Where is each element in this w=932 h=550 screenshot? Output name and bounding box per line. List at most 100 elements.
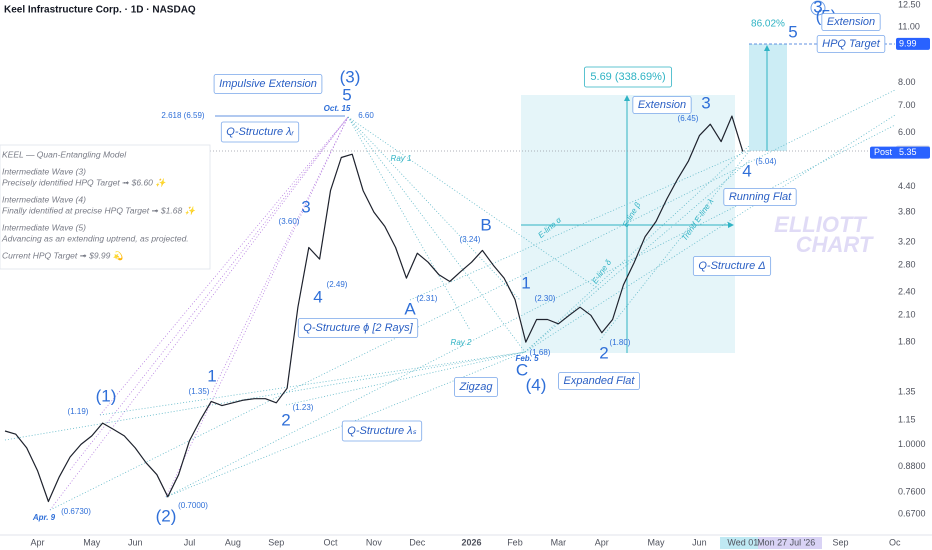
wave-label: 2 [281,410,290,429]
callout-box [632,96,692,114]
callout-text: Q-Structure λₛ [347,425,416,437]
wave-label: (1) [96,386,117,405]
x-tick-label: Jul [184,537,196,547]
y-tick-label: 3.20 [898,236,916,246]
price-note: (2.30) [535,294,556,303]
y-tick-label: 1.35 [898,387,916,397]
x-tick-label: Oc [889,537,901,547]
crosshair-date-bg [758,537,822,549]
wave-label: B [480,215,491,234]
x-tick-label: Jun [128,537,143,547]
y-tick-label: 4.40 [898,181,916,191]
price-line [4,115,744,503]
x-tick-label: Wed 01 [727,537,758,547]
callout: Expanded Flat [558,372,640,390]
price-note: Apr. 9 [32,513,56,522]
callout-text: Extension [827,16,875,28]
callout-text: Q-Structure λᵣ [226,126,294,138]
price-note: (0.6730) [61,507,91,516]
callout-text: Running Flat [729,191,792,203]
wave-label: C [516,360,528,379]
callout: Q-Structure ϕ [2 Rays] [297,318,419,338]
measure-label: 5.69 (338.69%) [583,66,673,88]
post-price-bg [870,146,930,159]
measure-percent: 86.02% [751,19,785,30]
y-tick-label: 1.0000 [898,439,926,449]
wave-label: 3 [813,0,822,16]
callout: Q-Structure λᵣ [220,121,300,143]
measure-label-text: 5.69 (338.69%) [590,71,665,83]
price-note: Oct. 15 [324,104,351,113]
info-line: Advancing as an extending uptrend, as pr… [1,233,189,243]
callout-box [816,35,886,53]
price-note: (3.24) [460,235,481,244]
wave-label: 1 [521,273,530,292]
circle-marker [810,0,826,16]
crosshair-date-bg [720,537,758,549]
wave-label: 5 [342,85,351,104]
wave-label: 4 [313,287,322,306]
callout-box [213,74,323,94]
x-tick-label: Apr [31,537,45,547]
callout-box [558,372,640,390]
callout: Running Flat [723,188,797,206]
x-tick-label: May [83,537,101,547]
wave-label: 3 [301,197,310,216]
wave-label: 2 [599,343,608,362]
price-note: (2.31) [417,294,438,303]
price-note: (1.80) [610,338,631,347]
price-note: (6.45) [678,114,699,123]
x-tick-label: 2026 [462,537,482,547]
callout-box [220,121,300,143]
x-tick-label: Sep [832,537,848,547]
measure-label-box [583,66,673,88]
y-tick-label: 0.7600 [898,486,926,496]
measure-box [521,95,735,353]
price-note: 2.618 (6.59) [161,111,204,120]
x-tick-label: Mar [551,537,567,547]
callout: Impulsive Extension [213,74,323,94]
y-tick-label: 2.80 [898,260,916,270]
x-tick-label: May [647,537,665,547]
callout-box [297,318,419,338]
x-tick-label: Oct [323,537,338,547]
wave-label: 3 [701,93,710,112]
price-note: (2.49) [327,280,348,289]
price-note: (1.23) [293,403,314,412]
info-line: Precisely identified HPQ Target ➟ $6.60 … [2,177,167,187]
wave-label: 5 [788,22,797,41]
info-line: KEEL — Quan-Entangling Model [2,149,127,159]
y-tick-label: 1.15 [898,414,916,424]
wave-label: 4 [742,161,751,180]
callout: Extension [821,13,881,31]
callout: Zigzag [454,377,498,397]
callout-text: Q-Structure ϕ [2 Rays] [303,322,413,334]
wave-label: 1 [207,366,216,385]
callout-text: Q-Structure Δ [698,260,765,272]
y-tick-label: 8.00 [898,77,916,87]
info-line: Current HPQ Target ➟ $9.99 💫 [2,250,126,261]
price-note: (1.19) [68,407,89,416]
callout-box [821,13,881,31]
price-axis [895,0,932,535]
x-tick-label: Mon 27 Jul '26 [757,537,815,547]
target-price-tag-bg [896,37,930,50]
price-note: (1.68) [530,348,551,357]
wave-label: (4) [526,375,547,394]
info-panel [0,144,211,270]
callout-text: HPQ Target [822,38,881,50]
callout-text: Extension [638,99,686,111]
x-tick-label: Feb [507,537,523,547]
y-tick-label: 12.50 [898,0,921,9]
y-tick-label: 1.80 [898,336,916,346]
y-tick-label: 6.00 [898,127,916,137]
post-price: 5.35 [899,147,917,157]
target-price-tag: 9.99 [899,38,917,48]
info-line: Finally identified at precise HPQ Target… [2,205,197,215]
x-tick-label: Aug [225,537,241,547]
watermark: ELLIOTT [774,212,867,237]
x-tick-label: Dec [409,537,426,547]
